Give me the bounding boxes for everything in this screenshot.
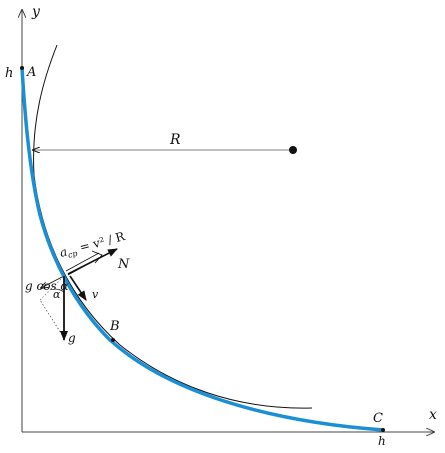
point-b-label: B [109,319,120,334]
velocity-vector [69,275,87,301]
normal-force-label: N [117,257,130,272]
point-c-marker [381,428,385,432]
height-x-label: h [378,434,386,448]
angle-arc [53,288,65,293]
acp-sub: cp [67,249,79,260]
y-axis-label: y [31,4,41,20]
point-a-marker [20,66,24,70]
g-cos-alpha-vector [41,276,63,288]
acp-formula-rest: = v² / R [74,229,127,256]
point-c-label: C [373,411,383,426]
g-component-projection [39,299,65,339]
curvature-center [289,146,297,154]
centripetal-vector-inner [67,257,100,276]
x-axis-label: x [429,407,437,423]
centripetal-arrowhead [91,250,103,264]
point-b-marker [111,338,115,342]
trajectory-curve [20,66,385,432]
height-y-label: h [5,66,13,81]
gravity-label: g [68,331,76,345]
angle-label: α [53,288,61,301]
radius-label: R [169,132,181,148]
curvature-circle-arc [33,44,313,409]
velocity-label: v [92,288,99,301]
g-component-projection-2 [39,275,65,301]
centripetal-vector [65,252,100,272]
acp-main: a [58,245,69,260]
point-a-label: A [26,65,36,80]
